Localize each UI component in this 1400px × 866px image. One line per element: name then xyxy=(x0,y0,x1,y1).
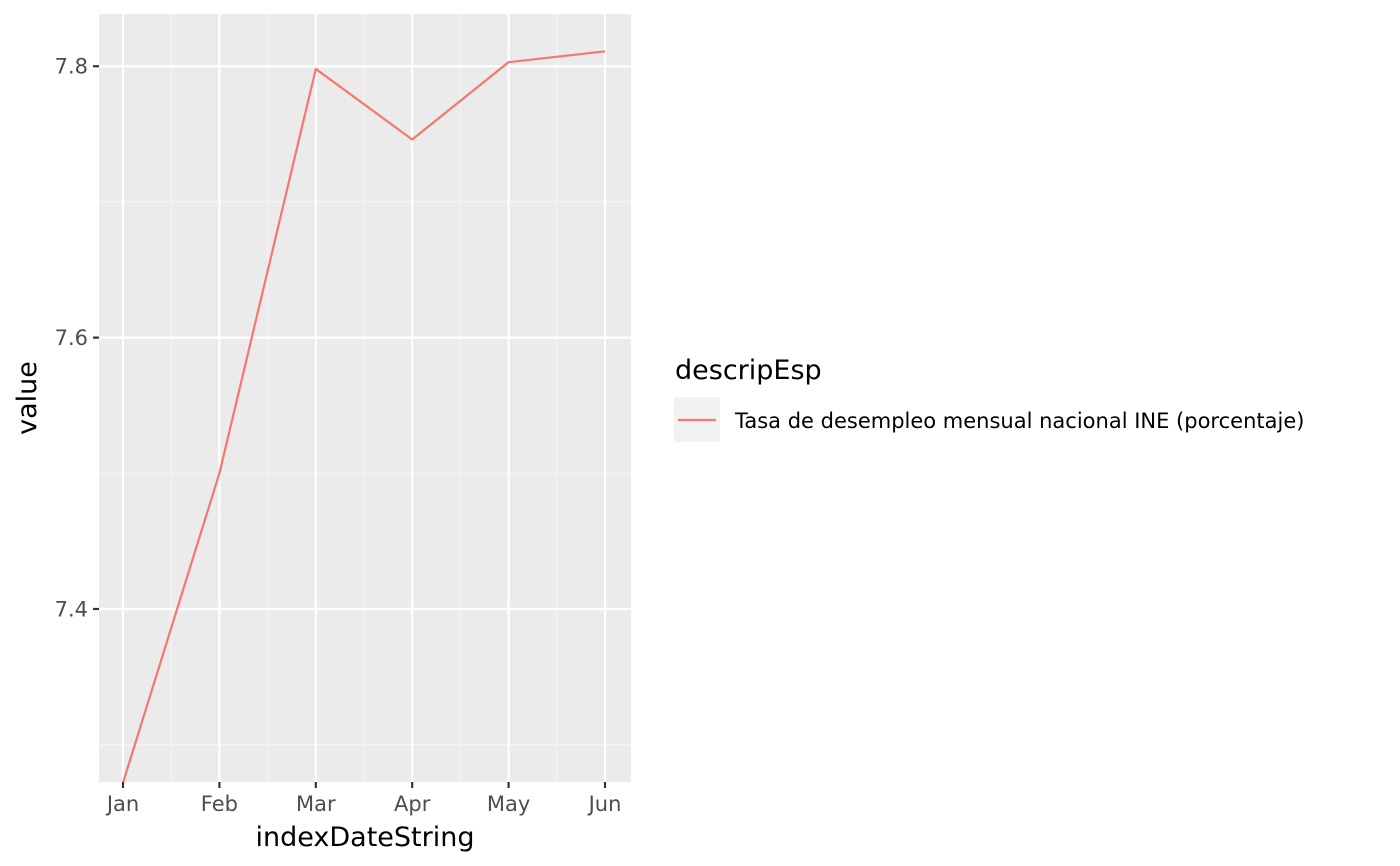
legend-title: descripEsp xyxy=(675,355,822,386)
series-line xyxy=(121,50,606,784)
y-tick-labels: 7.4 7.6 7.8 xyxy=(55,55,88,622)
legend-label: Tasa de desempleo mensual nacional INE (… xyxy=(734,409,1304,433)
x-tick-label: Mar xyxy=(296,792,336,816)
x-tick-label: Jan xyxy=(105,792,139,816)
panel-background xyxy=(99,14,631,782)
y-axis-title: value xyxy=(12,361,43,435)
x-axis-title: indexDateString xyxy=(256,822,475,853)
x-tick-label: Feb xyxy=(201,792,238,816)
x-tick-label: Jun xyxy=(587,792,622,816)
y-tick-label: 7.8 xyxy=(55,55,88,79)
y-tick-label: 7.4 xyxy=(55,597,88,621)
legend: descripEsp Tasa de desempleo mensual nac… xyxy=(674,355,1304,442)
y-tick-label: 7.6 xyxy=(55,326,88,350)
grid-major xyxy=(99,14,631,782)
x-tick-label: May xyxy=(487,792,530,816)
x-tick-labels: Jan Feb Mar Apr May Jun xyxy=(105,792,622,816)
axis-ticks xyxy=(93,65,607,788)
grid-minor xyxy=(99,14,631,782)
x-tick-label: Apr xyxy=(394,792,431,816)
